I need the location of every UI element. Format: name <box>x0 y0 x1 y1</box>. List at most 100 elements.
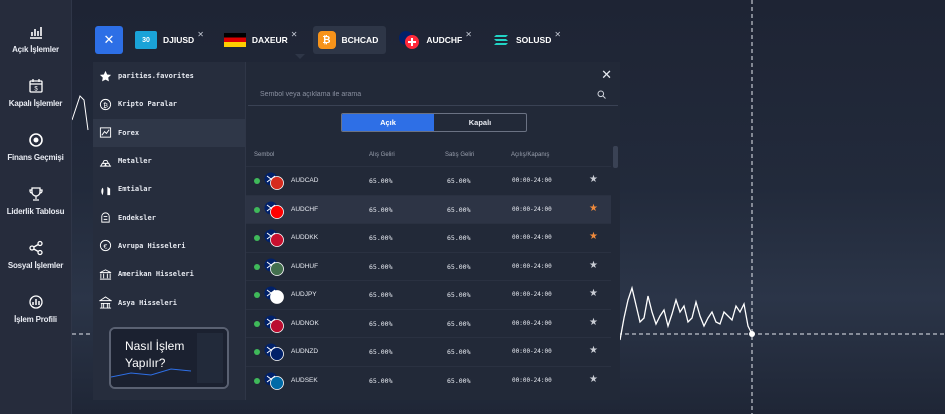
trophy-icon <box>28 187 43 201</box>
tab-label: BCHCAD <box>341 35 379 45</box>
active-tab-pointer <box>295 54 305 59</box>
sell-payout: 65.00% <box>447 319 471 328</box>
sidebar-item-finance-history[interactable]: Finans Geçmişi <box>0 120 71 174</box>
table-row[interactable]: AUDDKK 65.00% 65.00% 00:00-24:00 ★ <box>246 223 611 252</box>
table-row[interactable]: AUDNZD 65.00% 65.00% 00:00-24:00 ★ <box>246 337 611 366</box>
search-icon[interactable] <box>597 90 606 99</box>
close-tabs-button[interactable]: ✕ <box>95 26 123 54</box>
buy-payout: 65.00% <box>369 376 393 385</box>
search-bar <box>248 84 618 106</box>
favorite-star-icon[interactable]: ★ <box>589 202 598 214</box>
forex-icon <box>99 127 112 138</box>
tab-label: SOLUSD <box>515 35 552 45</box>
symbol-name: AUDJPY <box>291 291 317 298</box>
category-metals[interactable]: Metaller <box>93 147 245 175</box>
tab-label: AUDCHF <box>426 35 463 45</box>
table-row[interactable]: AUDCAD 65.00% 65.00% 00:00-24:00 ★ <box>246 166 611 195</box>
table-row[interactable]: AUDSEK 65.00% 65.00% 00:00-24:00 ★ <box>246 365 611 395</box>
status-dot <box>254 206 260 213</box>
tab-daxeur[interactable]: DAXEUR ✕ <box>219 26 306 54</box>
symbol-name: AUDCHF <box>291 205 319 213</box>
indices-icon <box>101 212 110 223</box>
tab-label: DAXEUR <box>251 35 288 45</box>
sidebar-item-closed-trades[interactable]: $ Kapalı İşlemler <box>0 66 71 120</box>
category-crypto[interactable]: ₿ Kripto Paralar <box>93 90 245 118</box>
favorite-star-icon[interactable]: ★ <box>589 316 598 328</box>
header-symbol: Sembol <box>254 152 275 158</box>
asia-stocks-icon <box>99 296 112 309</box>
table-header: Sembol Alış Geliri Satış Geliri Açılış/K… <box>246 149 611 163</box>
close-icon: ✕ <box>103 32 115 47</box>
crypto-icon: ₿ <box>99 98 112 111</box>
symbol-name: AUDSEK <box>291 376 318 384</box>
trading-hours: 00:00-24:00 <box>512 319 552 327</box>
favorite-star-icon[interactable]: ★ <box>589 345 598 356</box>
sidebar-item-label: İşlem Profili <box>14 315 57 324</box>
sidebar-item-trade-profile[interactable]: İşlem Profili <box>0 282 71 336</box>
chart-bars-icon <box>29 27 42 39</box>
currency-flags-icon <box>264 201 284 219</box>
category-euro-stocks[interactable]: € Avrupa Hisseleri <box>93 232 245 260</box>
sidebar-item-social-trades[interactable]: Sosyal İşlemler <box>0 228 71 282</box>
symbol-name: AUDHUF <box>291 262 319 270</box>
category-asia-stocks[interactable]: Asya Hisseleri <box>93 288 245 316</box>
scrollbar[interactable] <box>613 146 618 168</box>
tab-close-icon[interactable]: ✕ <box>465 29 472 39</box>
buy-payout: 65.00% <box>369 177 393 185</box>
tab-bchcad[interactable]: ₿ BCHCAD <box>312 26 387 54</box>
favorite-star-icon[interactable]: ★ <box>589 259 598 271</box>
how-to-trade-card[interactable]: Nasıl İşlem Yapılır? <box>109 327 229 389</box>
symbol-panel: ✕ Açık Kapalı Sembol Alış Geliri Satış G… <box>245 62 620 400</box>
category-indices[interactable]: Endeksler <box>93 203 245 231</box>
category-label: Endeksler <box>118 213 156 222</box>
status-dot <box>254 235 260 241</box>
sidebar-item-leaderboard[interactable]: Liderlik Tablosu <box>0 174 71 228</box>
buy-payout: 65.00% <box>369 319 393 328</box>
how-to-trade-title: Nasıl İşlem Yapılır? <box>125 339 185 370</box>
status-dot <box>254 263 260 270</box>
tab-close-icon[interactable]: ✕ <box>554 29 562 39</box>
svg-text:€: € <box>103 243 107 251</box>
favorite-star-icon[interactable]: ★ <box>589 373 598 385</box>
category-label: Metaller <box>118 157 152 166</box>
currency-flags-icon <box>264 286 284 304</box>
share-icon <box>28 240 43 256</box>
favorite-star-icon[interactable]: ★ <box>589 174 598 185</box>
tab-solusd[interactable]: SOLUSD ✕ <box>487 26 569 54</box>
favorite-star-icon[interactable]: ★ <box>589 231 598 242</box>
category-commodities[interactable]: Emtialar <box>93 175 245 203</box>
symbol-name: AUDDKK <box>291 234 319 241</box>
tab-open[interactable]: Açık <box>342 114 434 131</box>
video-thumbnail <box>111 329 227 387</box>
sidebar-item-label: Liderlik Tablosu <box>6 207 65 216</box>
header-buy-payout: Alış Geliri <box>369 152 395 158</box>
solana-icon <box>492 31 510 49</box>
symbol-table: AUDCAD 65.00% 65.00% 00:00-24:00 ★ AUDCHF 65.0… <box>246 166 611 394</box>
tab-closed[interactable]: Kapalı <box>468 118 492 127</box>
favorite-star-icon[interactable]: ★ <box>589 288 598 299</box>
currency-flags-icon <box>264 315 284 333</box>
category-label: parities.favorites <box>118 72 194 81</box>
trading-hours: 00:00-24:00 <box>512 376 552 384</box>
status-dot <box>254 349 260 355</box>
table-row[interactable]: AUDCHF 65.00% 65.00% 00:00-24:00 ★ <box>246 194 611 223</box>
category-favorites[interactable]: parities.favorites <box>93 62 245 90</box>
symbol-name: AUDCAD <box>291 177 319 184</box>
tab-close-icon[interactable]: ✕ <box>290 29 298 39</box>
category-us-stocks[interactable]: Amerikan Hisseleri <box>93 260 245 288</box>
open-closed-toggle: Açık Kapalı <box>341 113 527 132</box>
table-row[interactable]: AUDHUF 65.00% 65.00% 00:00-24:00 ★ <box>246 251 611 281</box>
table-row[interactable]: AUDJPY 65.00% 65.00% 00:00-24:00 ★ <box>246 280 611 309</box>
tab-audchf[interactable]: AUDCHF ✕ <box>393 26 480 54</box>
status-dot <box>254 320 260 327</box>
currency-flags-icon <box>264 372 284 390</box>
tab-close-icon[interactable]: ✕ <box>197 29 204 39</box>
tab-djiusd[interactable]: 30 DJIUSD ✕ <box>130 26 212 54</box>
left-edge-line <box>71 95 89 131</box>
close-panel-icon[interactable]: ✕ <box>601 67 612 82</box>
category-forex[interactable]: Forex <box>93 118 245 147</box>
search-input[interactable] <box>248 91 588 98</box>
calendar-dollar-icon: $ <box>28 79 43 93</box>
table-row[interactable]: AUDNOK 65.00% 65.00% 00:00-24:00 ★ <box>246 308 611 338</box>
sidebar-item-open-trades[interactable]: Açık İşlemler <box>0 12 71 66</box>
